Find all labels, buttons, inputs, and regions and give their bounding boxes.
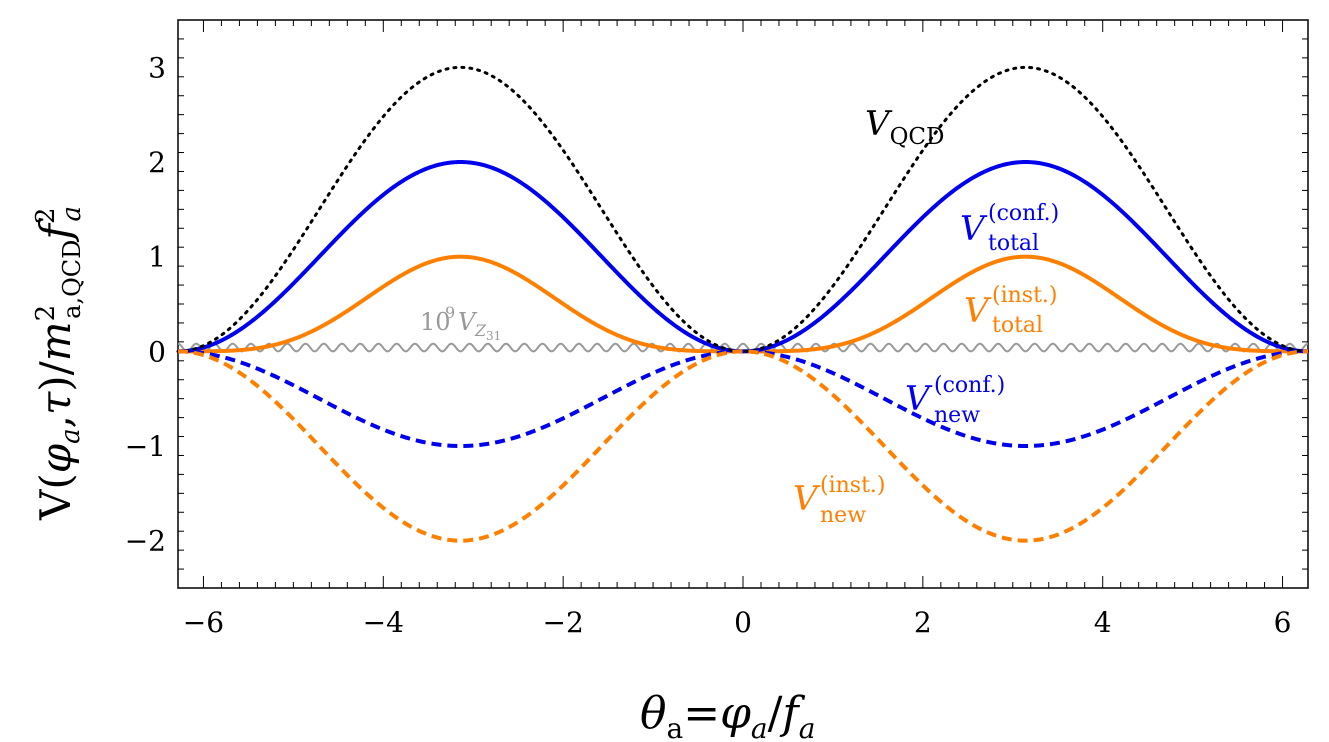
y-tick-label: 3	[148, 51, 166, 84]
svg-text:9: 9	[445, 303, 455, 322]
x-tick-label: 4	[1094, 606, 1112, 639]
x-axis-title: θa=φa/fa	[640, 688, 815, 742]
y-axis-title: V(φa,τ)/m2a,QCDf2a	[31, 206, 87, 521]
series-line-4	[177, 349, 1309, 449]
svg-text:(inst.): (inst.)	[992, 283, 1058, 308]
x-tick-label: −6	[183, 606, 224, 639]
label-v-qcd: VQCD	[865, 104, 944, 150]
plot-frame	[177, 19, 1309, 589]
svg-text:total: total	[992, 313, 1043, 338]
series-layer	[176, 65, 1310, 543]
x-tick-label: 6	[1274, 606, 1292, 639]
svg-text:V: V	[905, 379, 933, 419]
label-v-z31: 10 9 V Z 31	[420, 303, 501, 343]
x-tick-label: −4	[363, 606, 404, 639]
series-line-2	[178, 254, 1308, 354]
svg-text:new: new	[934, 403, 980, 428]
label-v-total-inst: V (inst.) total	[964, 283, 1058, 338]
tick-labels: −6 −4 −2 0 2 4 6 −2 −1 0 1 2 3	[125, 51, 1292, 639]
svg-text:10: 10	[420, 308, 451, 336]
y-tick-label: 2	[148, 146, 166, 179]
x-tick-label: 0	[734, 606, 752, 639]
label-v-new-conf: V (conf.) new	[905, 373, 1005, 428]
x-tick-label: 2	[914, 606, 932, 639]
y-tick-label: −1	[125, 430, 166, 463]
tick-marks	[178, 19, 1308, 589]
svg-text:V: V	[793, 479, 821, 519]
series-line-5	[177, 349, 1309, 543]
svg-text:V: V	[960, 209, 988, 249]
svg-text:(conf.): (conf.)	[934, 373, 1005, 398]
svg-text:(inst.): (inst.)	[820, 473, 886, 498]
label-v-total-conf: V (conf.) total	[960, 201, 1059, 256]
svg-text:(conf.): (conf.)	[988, 201, 1059, 226]
svg-text:new: new	[820, 503, 866, 528]
y-tick-label: 0	[148, 335, 166, 368]
label-v-new-inst: V (inst.) new	[793, 473, 886, 528]
y-tick-label: −2	[125, 525, 166, 558]
series-line-1	[177, 159, 1309, 354]
series-line-3	[177, 342, 1309, 353]
svg-text:31: 31	[486, 329, 501, 343]
svg-text:Z: Z	[474, 321, 487, 340]
svg-text:total: total	[988, 231, 1039, 256]
x-tick-label: −2	[543, 606, 584, 639]
svg-text:V: V	[964, 291, 992, 331]
y-tick-label: 1	[148, 241, 166, 274]
svg-text:V: V	[458, 308, 478, 336]
